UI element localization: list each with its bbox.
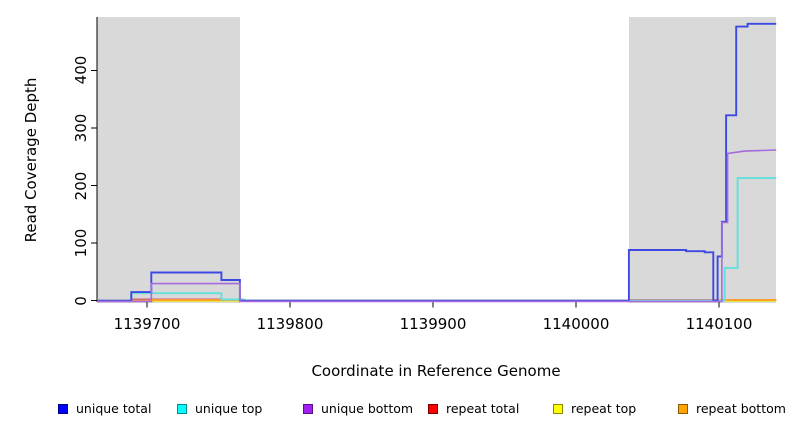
y-tick-label: 400 <box>72 56 90 85</box>
x-tick-label: 1139700 <box>113 315 181 333</box>
shaded-region <box>97 17 240 303</box>
x-axis-title: Coordinate in Reference Genome <box>311 362 561 380</box>
x-tick-label: 1139900 <box>399 315 467 333</box>
x-tick-label: 1139800 <box>256 315 324 333</box>
shaded-region <box>628 17 776 303</box>
series-line-unique-bottom <box>97 149 777 303</box>
y-tick-label: 200 <box>72 171 90 200</box>
y-tick-label: 0 <box>72 295 90 306</box>
y-axis-title: Read Coverage Depth <box>22 77 40 243</box>
x-tick-label: 1140000 <box>542 315 610 333</box>
x-tick-label: 1140100 <box>685 315 753 333</box>
y-tick-label: 300 <box>72 113 90 143</box>
y-tick-label: 100 <box>72 228 90 258</box>
series-line-unique-total <box>97 22 777 302</box>
